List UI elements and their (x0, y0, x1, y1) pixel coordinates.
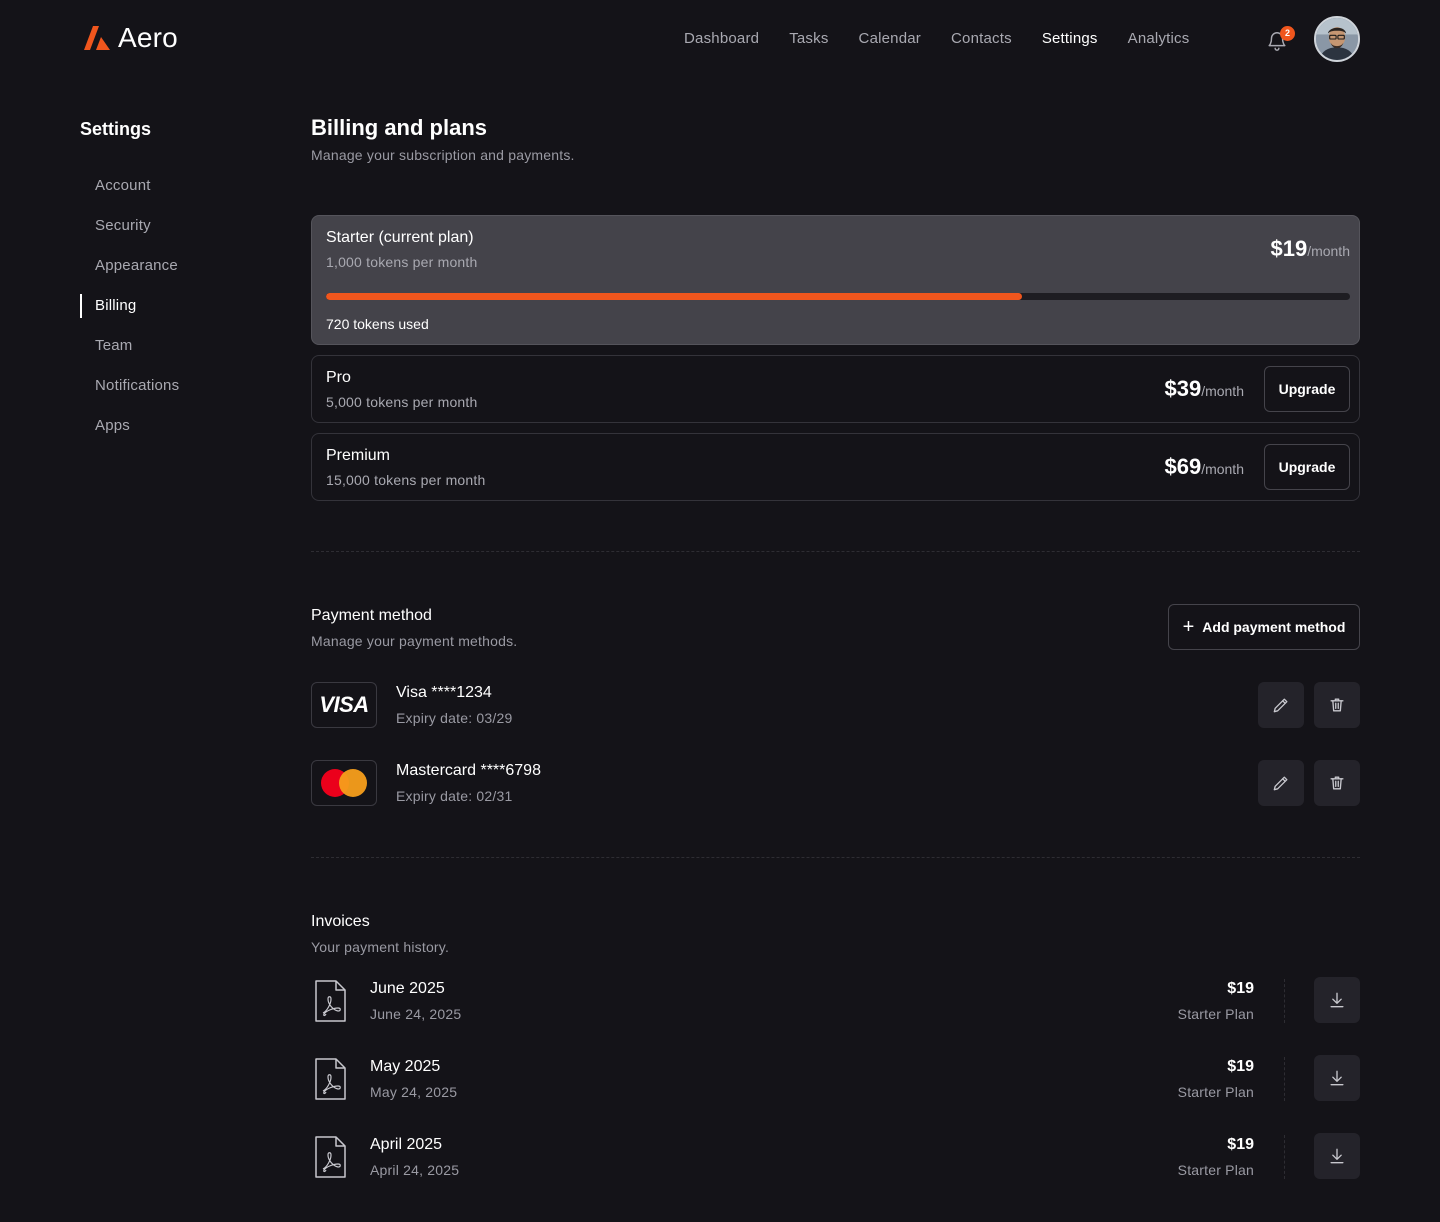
invoice-title: June 2025 (370, 980, 445, 997)
notifications-button[interactable]: 2 (1266, 26, 1295, 54)
sidebar-title: Settings (80, 119, 152, 139)
sidebar-item-billing[interactable]: Billing (80, 286, 280, 326)
page-title: Billing and plans (311, 115, 488, 140)
upgrade-pro-button[interactable]: Upgrade (1264, 366, 1350, 412)
sidebar-item-security[interactable]: Security (95, 217, 151, 234)
nav-contacts[interactable]: Contacts (951, 30, 1012, 47)
payment-section-title: Payment method (311, 607, 432, 624)
card-expiry: Expiry date: 02/31 (396, 788, 513, 804)
price-amount: $39 (1164, 376, 1202, 401)
invoice-plan: Starter Plan (1177, 1084, 1254, 1100)
plan-name: Starter (current plan) (326, 229, 474, 246)
top-nav: Dashboard Tasks Calendar Contacts Settin… (684, 29, 1219, 49)
invoice-plan: Starter Plan (1177, 1162, 1254, 1178)
invoice-title: April 2025 (370, 1136, 443, 1153)
sidebar-item-account[interactable]: Account (95, 177, 151, 194)
edit-card-button[interactable] (1258, 760, 1304, 806)
delete-card-button[interactable] (1314, 682, 1360, 728)
download-invoice-button[interactable] (1314, 1055, 1360, 1101)
download-invoice-button[interactable] (1314, 977, 1360, 1023)
token-usage-fill (326, 293, 1023, 300)
plan-card-current: Starter (current plan) 1,000 tokens per … (311, 215, 1360, 345)
nav-settings[interactable]: Settings (1041, 30, 1098, 47)
payment-section-subtitle: Manage your payment methods. (311, 633, 518, 649)
sidebar-nav: Account Security Appearance Billing Team… (80, 166, 280, 446)
plan-price: $19/month (1270, 236, 1350, 262)
sidebar-item-notifications[interactable]: Notifications (95, 377, 180, 394)
invoices-section-subtitle: Your payment history. (311, 939, 450, 955)
price-amount: $19 (1270, 236, 1308, 261)
download-invoice-button[interactable] (1314, 1133, 1360, 1179)
brand-name: Aero (118, 22, 178, 53)
plan-card-premium: Premium 15,000 tokens per month $69/mont… (311, 433, 1360, 501)
download-icon (1330, 992, 1344, 1008)
mastercard-logo (311, 760, 377, 806)
sidebar-item-team[interactable]: Team (95, 337, 133, 354)
card-name: Mastercard ****6798 (396, 762, 541, 779)
invoice-separator (1284, 979, 1285, 1023)
notification-badge: 2 (1280, 26, 1295, 41)
plan-description: 5,000 tokens per month (326, 394, 478, 410)
invoice-amount: $19 (1227, 980, 1254, 997)
plan-name: Pro (326, 369, 351, 386)
nav-tasks[interactable]: Tasks (789, 30, 829, 47)
tokens-used-label: 720 tokens used (326, 316, 429, 332)
pdf-file-icon (315, 980, 346, 1022)
plan-description: 1,000 tokens per month (326, 254, 478, 270)
invoice-separator (1284, 1135, 1285, 1179)
sidebar-item-apps[interactable]: Apps (95, 417, 130, 434)
page-subtitle: Manage your subscription and payments. (311, 147, 575, 163)
pdf-file-icon (315, 1058, 346, 1100)
price-period: /month (1201, 383, 1244, 399)
pencil-icon (1273, 698, 1288, 713)
trash-icon (1330, 776, 1344, 790)
nav-analytics[interactable]: Analytics (1127, 30, 1190, 47)
price-amount: $69 (1164, 454, 1202, 479)
download-icon (1330, 1148, 1344, 1164)
card-expiry: Expiry date: 03/29 (396, 710, 513, 726)
nav-calendar[interactable]: Calendar (858, 30, 922, 47)
nav-dashboard[interactable]: Dashboard (684, 30, 760, 47)
plus-icon: + (1182, 616, 1195, 638)
user-avatar[interactable] (1314, 16, 1360, 62)
sidebar-item-appearance[interactable]: Appearance (95, 257, 178, 274)
price-period: /month (1307, 243, 1350, 259)
pdf-file-icon (315, 1136, 346, 1178)
section-divider (311, 857, 1360, 858)
visa-logo-text: VISA (319, 692, 369, 717)
upgrade-premium-button[interactable]: Upgrade (1264, 444, 1350, 490)
bell-icon (1268, 32, 1286, 51)
plan-name: Premium (326, 447, 391, 464)
plan-card-pro: Pro 5,000 tokens per month $39/month Upg… (311, 355, 1360, 423)
invoice-date: May 24, 2025 (370, 1084, 458, 1100)
plan-description: 15,000 tokens per month (326, 472, 486, 488)
delete-card-button[interactable] (1314, 760, 1360, 806)
visa-logo: VISA (311, 682, 377, 728)
invoice-date: June 24, 2025 (370, 1006, 462, 1022)
invoices-section-title: Invoices (311, 913, 370, 930)
add-payment-method-label: Add payment method (1202, 619, 1346, 635)
aero-logo-icon (84, 26, 110, 50)
token-usage-bar (326, 293, 1350, 300)
plan-price: $69/month (1164, 454, 1244, 480)
invoice-separator (1284, 1057, 1285, 1101)
invoice-date: April 24, 2025 (370, 1162, 460, 1178)
brand-logo[interactable]: Aero (84, 22, 178, 54)
invoice-amount: $19 (1227, 1058, 1254, 1075)
trash-icon (1330, 698, 1344, 712)
add-payment-method-button[interactable]: + Add payment method (1168, 604, 1360, 650)
price-period: /month (1201, 461, 1244, 477)
edit-card-button[interactable] (1258, 682, 1304, 728)
plan-price: $39/month (1164, 376, 1244, 402)
section-divider (311, 551, 1360, 552)
invoice-plan: Starter Plan (1177, 1006, 1254, 1022)
download-icon (1330, 1070, 1344, 1086)
avatar-image (1316, 18, 1358, 60)
mastercard-logo-icon (321, 769, 367, 797)
card-name: Visa ****1234 (396, 684, 492, 701)
invoice-amount: $19 (1227, 1136, 1254, 1153)
pencil-icon (1273, 776, 1288, 791)
invoice-title: May 2025 (370, 1058, 441, 1075)
